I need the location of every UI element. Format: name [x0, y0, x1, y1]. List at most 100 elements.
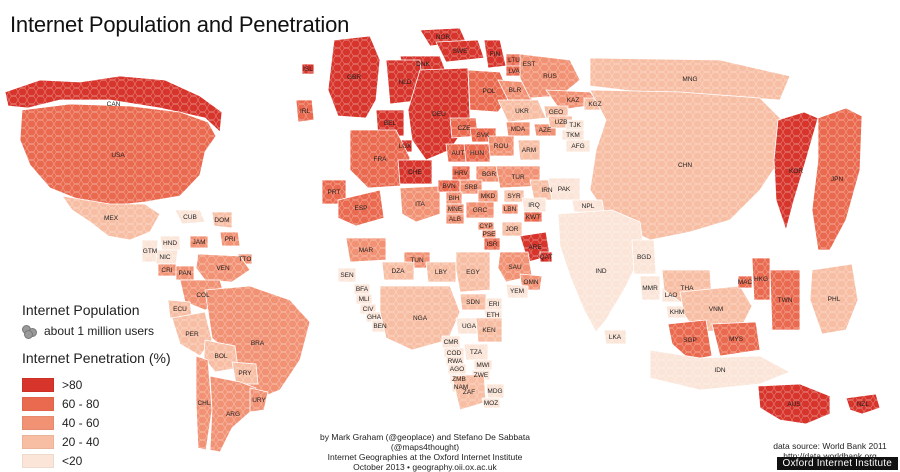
country-label-ind: IND [595, 268, 607, 275]
legend-population-unit: about 1 million users [44, 324, 155, 338]
country-label-nor: NOR [436, 34, 451, 41]
country-label-chl: CHL [197, 400, 210, 407]
country-label-hun: HUN [470, 150, 484, 157]
country-label-est: EST [523, 61, 536, 68]
country-label-sau: SAU [508, 264, 522, 271]
country-label-mli: MLI [359, 296, 370, 303]
country-label-cub: CUB [183, 214, 197, 221]
country-label-bvn: BVN [442, 183, 456, 190]
country-label-dnk: DNK [416, 61, 430, 68]
country-label-mda: MDA [511, 126, 526, 133]
country-label-aus: AUS [787, 401, 801, 408]
country-label-col: COL [196, 292, 210, 299]
legend-class-0: >80 [22, 378, 82, 392]
country-label-pak: PAK [558, 186, 571, 193]
legend-class-2: 40 - 60 [22, 416, 99, 430]
country-label-bgr: BGR [482, 171, 496, 178]
country-label-che: CHE [408, 169, 422, 176]
country-label-bih: BIH [449, 195, 460, 202]
country-label-omn: OMN [523, 279, 538, 286]
country-label-cri: CRI [161, 267, 172, 274]
country-label-ury: URY [252, 397, 266, 404]
country-label-mne: MNE [448, 206, 463, 213]
country-label-nic: NIC [159, 254, 171, 261]
country-label-egy: EGY [466, 269, 480, 276]
country-label-sdn: SDN [466, 299, 480, 306]
country-label-hnd: HND [163, 240, 177, 247]
country-label-arg: ARG [226, 411, 240, 418]
country-label-dom: DOM [214, 217, 229, 224]
country-label-svk: SVK [476, 132, 490, 139]
country-label-mkd: MKD [481, 193, 496, 200]
country-label-tjk: TJK [569, 122, 581, 129]
country-label-tha: THA [681, 285, 695, 292]
country-label-zmb: ZMB [452, 376, 466, 383]
country-label-nld: NLD [398, 79, 411, 86]
country-label-tza: TZA [470, 349, 483, 356]
country-label-lux: LUX [399, 143, 412, 150]
country-label-eth: ETH [487, 312, 500, 319]
country-label-isr: ISR [487, 241, 498, 248]
country-label-isl: ISL [303, 66, 313, 73]
country-label-arm: ARM [522, 147, 536, 154]
country-label-khm: KHM [670, 309, 684, 316]
data-source: data source: World Bank 2011 http://data… [760, 441, 900, 461]
country-label-jam: JAM [193, 239, 206, 246]
legend-class-3: 20 - 40 [22, 435, 99, 449]
country-label-swe: SWE [453, 48, 468, 55]
country-label-geo: GEO [549, 109, 563, 116]
country-label-hrv: HRV [454, 170, 468, 177]
country-label-hkg: HKG [754, 276, 768, 283]
country-label-irq: IRQ [528, 202, 540, 209]
country-label-twn: TWN [778, 297, 793, 304]
country-label-lva: LVA [508, 68, 520, 75]
country-label-rwa: RWA [448, 358, 463, 365]
country-label-bfa: BFA [356, 286, 369, 293]
country-label-are: ARE [528, 244, 542, 251]
credit-line-2: Internet Geographies at the Oxford Inter… [327, 452, 523, 462]
country-label-lao: LAO [664, 292, 677, 299]
country-label-bol: BOL [214, 353, 227, 360]
country-label-fin: FIN [490, 51, 501, 58]
country-label-alb: ALB [449, 216, 461, 223]
country-label-per: PER [185, 331, 199, 338]
country-label-zaf: ZAF [463, 389, 475, 396]
country-label-mng: MNG [682, 76, 697, 83]
country-label-jor: JOR [506, 226, 519, 233]
country-label-ecu: ECU [173, 306, 187, 313]
country-label-zwe: ZWE [474, 372, 489, 379]
country-label-mys: MYS [729, 336, 744, 343]
country-label-lby: LBY [435, 269, 448, 276]
country-label-ltu: LTU [508, 57, 520, 64]
legend-penetration-title: Internet Penetration (%) [22, 350, 171, 366]
country-label-can: CAN [107, 101, 121, 108]
country-label-yem: YEM [510, 288, 524, 295]
country-label-mwi: MWI [476, 362, 490, 369]
legend-swatch [22, 435, 54, 449]
country-label-mmr: MMR [642, 285, 658, 292]
country-label-tur: TUR [511, 174, 525, 181]
map-title: Internet Population and Penetration [10, 12, 350, 37]
legend-swatch [22, 454, 54, 468]
country-label-uzb: UZB [555, 119, 568, 126]
country-label-mdg: MDG [487, 388, 502, 395]
country-label-vnm: VNM [709, 306, 723, 313]
country-label-lbn: LBN [504, 206, 517, 213]
credit-line-1: by Mark Graham (@geoplace) and Stefano D… [320, 432, 530, 452]
country-label-uga: UGA [462, 323, 477, 330]
legend-class-label: 40 - 60 [62, 416, 100, 430]
country-label-chn: CHN [678, 162, 692, 169]
country-label-esp: ESP [354, 205, 367, 212]
country-label-phl: PHL [828, 296, 841, 303]
country-label-cze: CZE [458, 125, 472, 132]
country-label-eri: ERI [489, 301, 500, 308]
country-label-ita: ITA [415, 201, 425, 208]
country-label-ago: AGO [450, 366, 464, 373]
country-label-nzl: NZL [857, 401, 870, 408]
country-label-aze: AZE [539, 127, 552, 134]
country-label-bel: BEL [384, 120, 397, 127]
country-label-nga: NGA [413, 315, 428, 322]
country-label-bgd: BGD [637, 254, 651, 261]
country-label-qat: QAT [540, 254, 553, 261]
